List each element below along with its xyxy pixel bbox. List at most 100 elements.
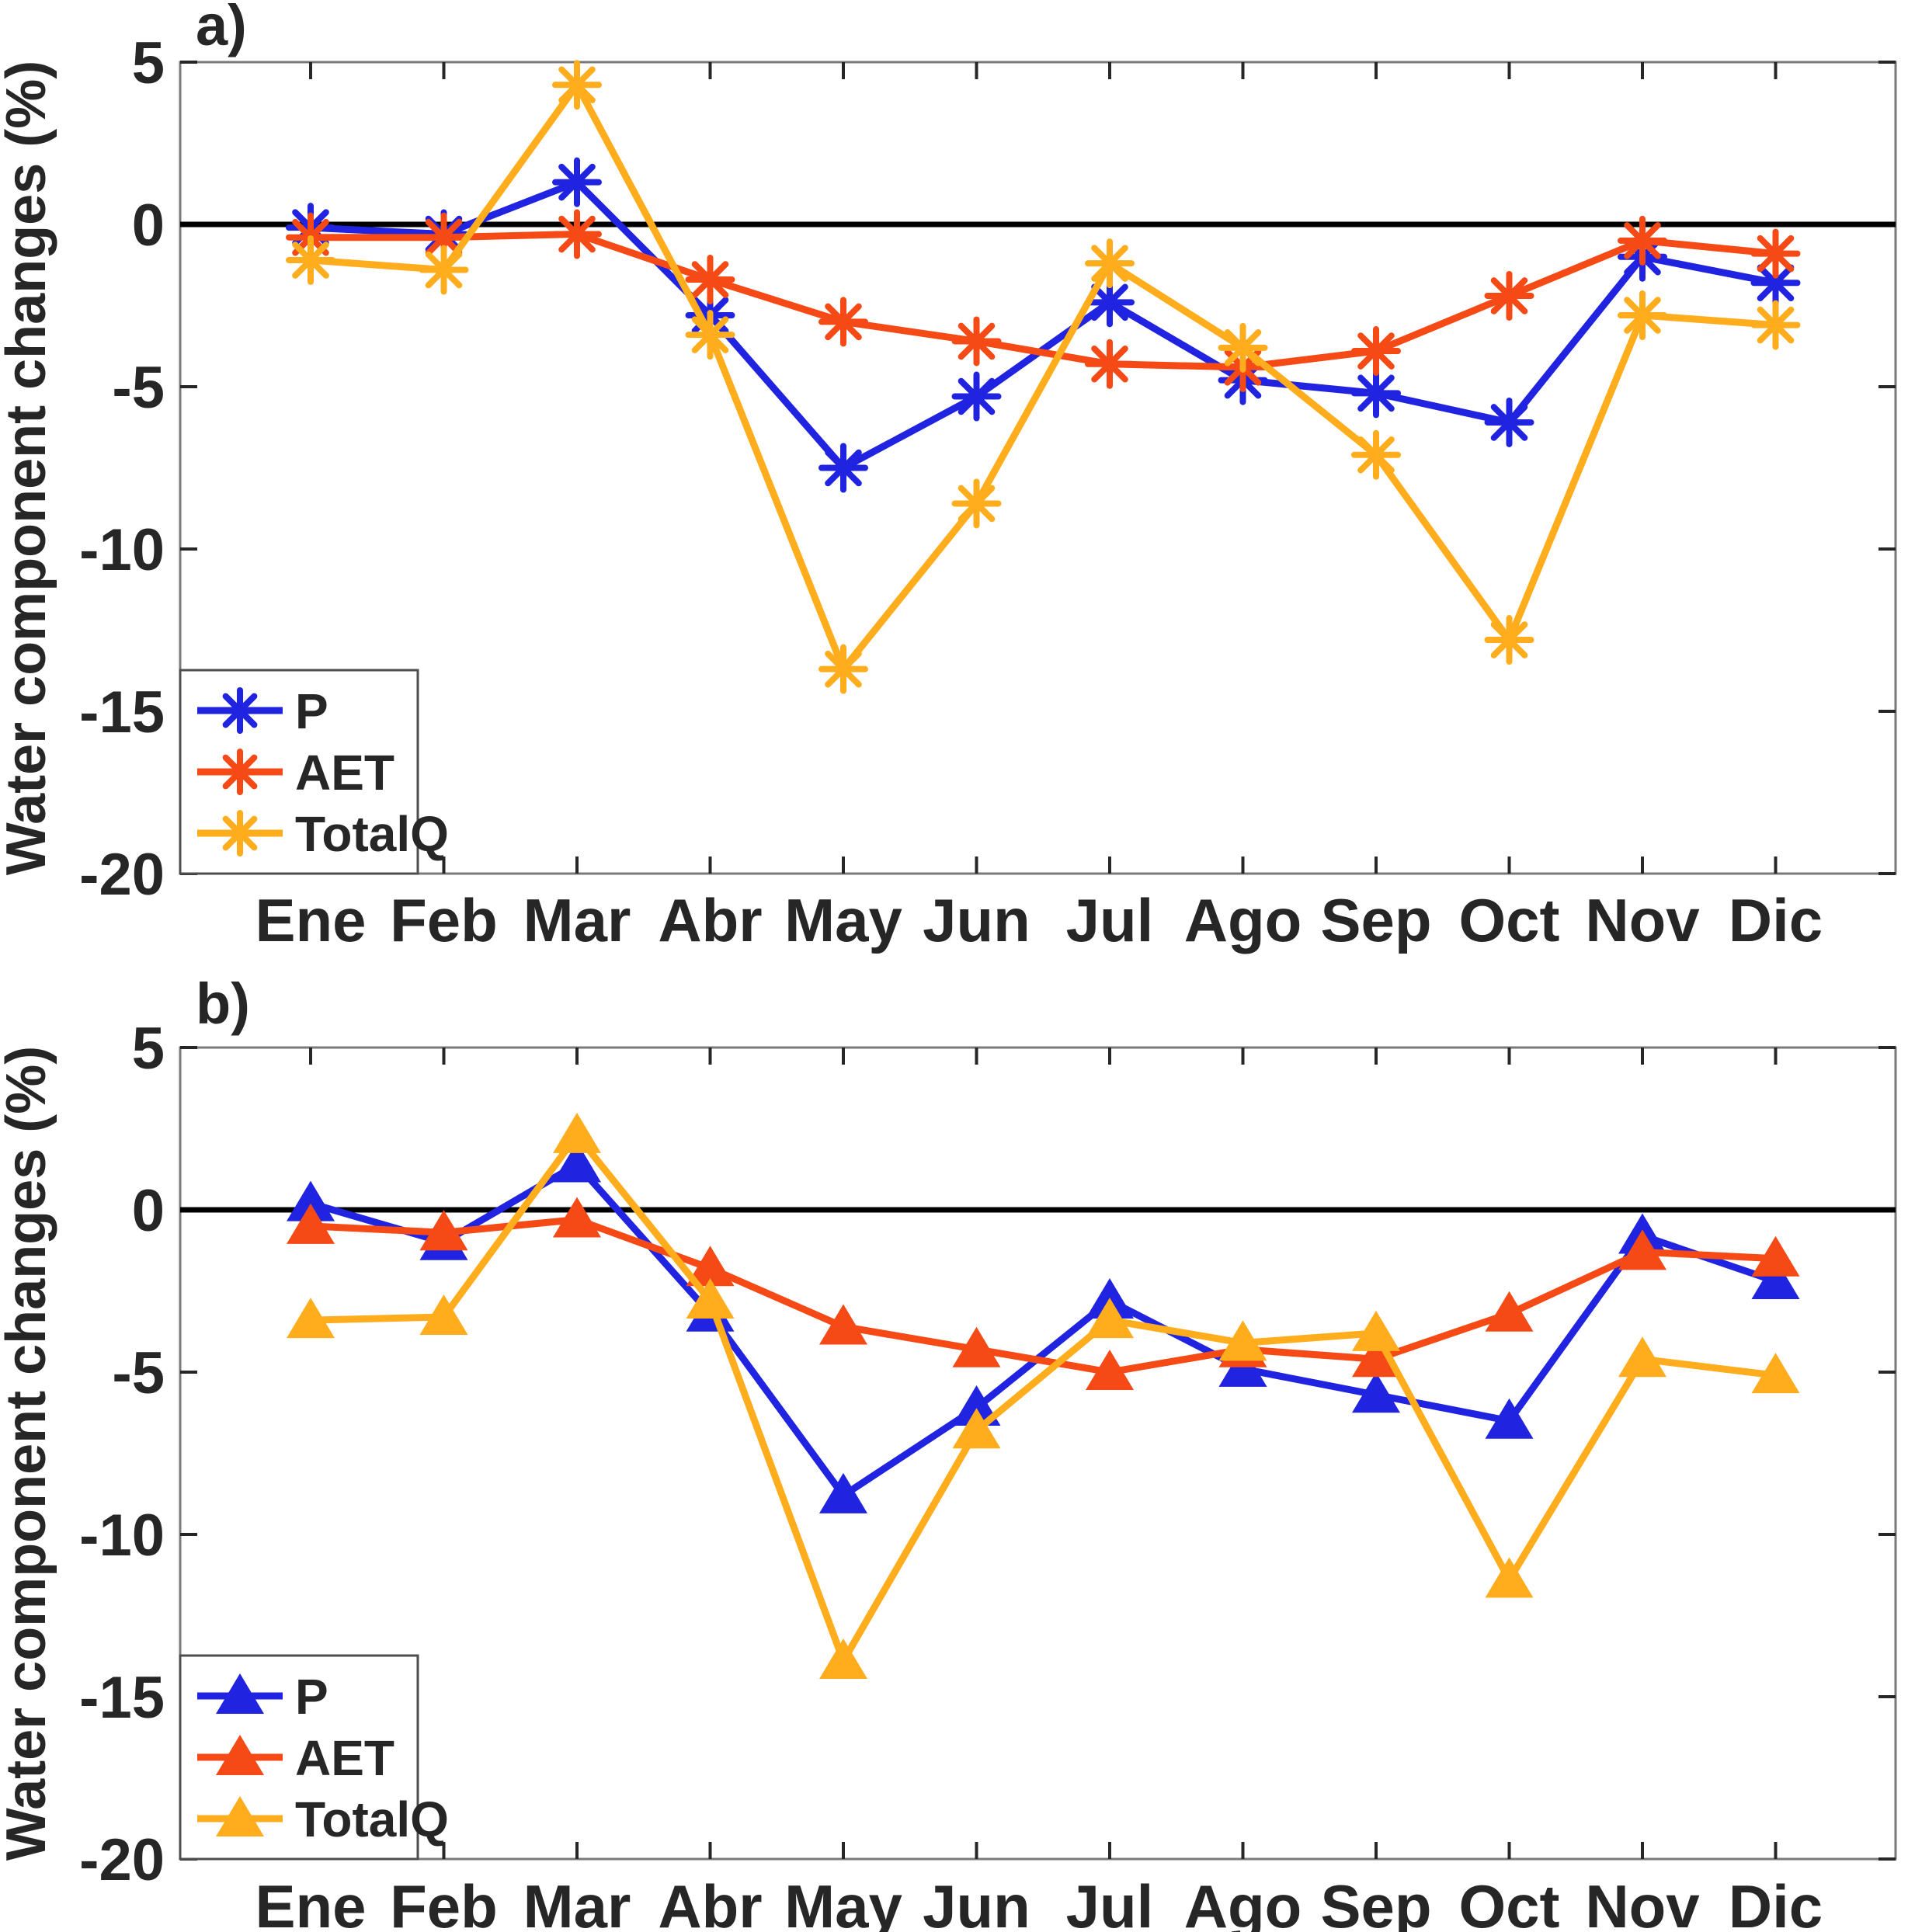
asterisk-spoke xyxy=(1091,345,1128,383)
asterisk-spoke xyxy=(425,251,463,289)
asterisk-spoke xyxy=(1357,374,1395,412)
asterisk-spoke xyxy=(1091,245,1128,282)
marker-AET-Nov xyxy=(1618,215,1667,266)
x-tick-label: Jul xyxy=(1066,1872,1154,1932)
asterisk-spoke xyxy=(957,485,996,523)
asterisk-spoke xyxy=(425,218,463,256)
y-tick-label: 0 xyxy=(132,1178,165,1244)
asterisk-spoke xyxy=(1490,621,1528,658)
x-tick-label: Sep xyxy=(1320,886,1431,954)
marker-TotalQ-Abr xyxy=(685,310,735,360)
asterisk-spoke xyxy=(825,449,862,487)
x-tick-label: Mar xyxy=(523,886,631,954)
y-tick-label: -10 xyxy=(79,1503,165,1569)
x-tick-label: May xyxy=(784,1872,902,1932)
marker-TotalQ-Abr xyxy=(686,1278,735,1319)
marker-AET-May xyxy=(818,297,868,347)
marker-AET-Sep xyxy=(1352,1336,1400,1378)
marker-P-Mar xyxy=(552,157,602,207)
legend-item-label-TotalQ: TotalQ xyxy=(295,806,449,862)
marker-P-Oct xyxy=(1485,1398,1534,1439)
marker-P-Jun xyxy=(952,1385,1001,1426)
x-tick-label: Dic xyxy=(1729,886,1823,954)
x-tick-label: Nov xyxy=(1585,886,1700,954)
y-axis-label: Water component changes (%) xyxy=(0,1046,57,1861)
x-tick-label: Abr xyxy=(658,1872,762,1932)
marker-AET-Jul xyxy=(1085,339,1135,389)
marker-AET-Abr xyxy=(685,255,735,305)
marker-P-Dic xyxy=(1751,1258,1800,1299)
marker-TotalQ-May xyxy=(818,644,868,694)
asterisk-spoke xyxy=(691,316,729,353)
marker-TotalQ-Sep xyxy=(1351,429,1401,480)
asterisk-spoke xyxy=(825,650,862,688)
x-tick-label: Ago xyxy=(1184,886,1302,954)
y-tick-label: -10 xyxy=(79,517,165,583)
x-tick-label: Ago xyxy=(1184,1872,1302,1932)
legend-marker-TotalQ xyxy=(216,1796,264,1836)
legend-marker-AET xyxy=(217,749,263,795)
y-tick-label: -15 xyxy=(79,679,165,745)
asterisk-spoke xyxy=(957,322,996,360)
x-tick-label: Oct xyxy=(1458,886,1559,954)
legend-marker-P xyxy=(217,687,263,734)
asterisk-spoke xyxy=(1091,283,1128,321)
asterisk-spoke xyxy=(222,693,258,728)
x-tick-label: Dic xyxy=(1729,1872,1823,1932)
marker-P-May xyxy=(818,443,868,493)
marker-AET-Mar xyxy=(552,209,602,259)
asterisk-spoke xyxy=(1757,306,1795,344)
marker-TotalQ-Sep xyxy=(1352,1310,1400,1351)
panel-label-b: b) xyxy=(196,971,250,1036)
asterisk-spoke xyxy=(292,242,329,279)
marker-TotalQ-Mar xyxy=(552,60,602,110)
marker-AET-Jul xyxy=(1086,1350,1134,1390)
x-tick-label: Jun xyxy=(923,1872,1030,1932)
marker-P-May xyxy=(819,1472,867,1513)
marker-TotalQ-Feb xyxy=(419,1294,468,1335)
asterisk-spoke xyxy=(825,303,862,341)
marker-AET-Oct xyxy=(1485,1291,1534,1332)
marker-P-Sep xyxy=(1352,1372,1400,1413)
marker-TotalQ-Ago xyxy=(1218,322,1268,373)
legend-item-label-TotalQ: TotalQ xyxy=(295,1791,449,1847)
series-line-TotalQ xyxy=(307,1131,1779,1665)
marker-AET-Jun xyxy=(952,1326,1001,1367)
marker-TotalQ-Dic xyxy=(1750,300,1801,350)
marker-P-Sep xyxy=(1351,368,1401,419)
marker-AET-Jun xyxy=(951,316,1002,367)
marker-TotalQ-Nov xyxy=(1618,1336,1666,1378)
legend-marker-AET xyxy=(216,1735,264,1775)
asterisk-spoke xyxy=(222,754,258,790)
asterisk-spoke xyxy=(1624,222,1661,259)
panel-label-a: a) xyxy=(196,0,247,57)
asterisk-spoke xyxy=(558,163,596,201)
asterisk-spoke xyxy=(1490,404,1528,441)
marker-AET-Mar xyxy=(553,1197,601,1238)
marker-AET-Oct xyxy=(1484,270,1534,321)
y-tick-label: -5 xyxy=(112,355,165,421)
legend-item-label-P: P xyxy=(295,1669,328,1725)
x-tick-label: Feb xyxy=(390,1872,498,1932)
marker-TotalQ-Oct xyxy=(1484,615,1534,665)
asterisk-spoke xyxy=(957,377,996,415)
marker-TotalQ-Jun xyxy=(952,1408,1001,1449)
y-axis-label: Water component changes (%) xyxy=(0,61,57,875)
marker-TotalQ-May xyxy=(819,1638,867,1680)
marker-AET-Abr xyxy=(686,1246,735,1287)
marker-P-Oct xyxy=(1484,397,1534,447)
marker-TotalQ-Mar xyxy=(553,1112,601,1153)
legend-marker-P xyxy=(216,1673,264,1714)
marker-TotalQ-Ago xyxy=(1218,1320,1267,1361)
chart-b-canvas: Ene Feb Mar Abr May Jun Jul Ago Sep Oct Nov Dic 5 0 -5… xyxy=(0,971,1897,1932)
x-tick-label: Ene xyxy=(255,886,366,954)
marker-AET-May xyxy=(819,1304,867,1345)
marker-TotalQ-Nov xyxy=(1618,290,1667,341)
x-tick-label: Jun xyxy=(923,886,1030,954)
asterisk-spoke xyxy=(1224,329,1262,367)
x-tick-label: Jul xyxy=(1066,886,1154,954)
y-tick-label: 0 xyxy=(132,193,165,259)
marker-P-Mar xyxy=(553,1141,601,1183)
x-tick-label: Abr xyxy=(658,886,762,954)
legend-marker-TotalQ xyxy=(217,810,263,857)
